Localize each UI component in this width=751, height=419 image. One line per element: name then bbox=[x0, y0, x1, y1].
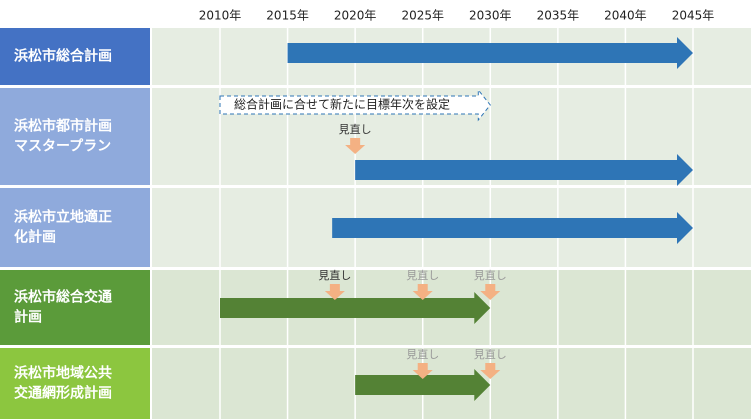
row-label: 浜松市地域公共 bbox=[14, 365, 112, 382]
year-label: 2040年 bbox=[604, 9, 647, 23]
year-label: 2010年 bbox=[199, 9, 242, 23]
row-label-bg bbox=[0, 348, 150, 419]
row-label: 交通網形成計画 bbox=[14, 385, 112, 402]
review-arrow bbox=[345, 138, 366, 154]
year-label: 2035年 bbox=[537, 9, 580, 23]
review-arrow bbox=[480, 284, 501, 300]
plan-arrow bbox=[355, 154, 693, 186]
row-label: 計画 bbox=[14, 309, 42, 326]
row-label: 浜松市総合計画 bbox=[14, 48, 112, 65]
year-label: 2030年 bbox=[469, 9, 512, 23]
year-label: 2025年 bbox=[401, 9, 444, 23]
row-label-bg bbox=[0, 88, 150, 185]
review-label: 見直し bbox=[318, 268, 351, 282]
review-label: 見直し bbox=[474, 268, 507, 282]
row-label-bg bbox=[0, 28, 150, 85]
row-label: 浜松市総合交通 bbox=[14, 289, 112, 306]
plan-arrow bbox=[287, 37, 693, 69]
note-arrow bbox=[219, 88, 491, 122]
row-label: 浜松市立地適正 bbox=[14, 209, 112, 226]
review-arrow bbox=[412, 363, 433, 379]
review-label: 見直し bbox=[406, 268, 439, 282]
plan-arrow bbox=[355, 369, 491, 401]
review-label: 見直し bbox=[339, 122, 372, 136]
row-label: 化計画 bbox=[14, 229, 56, 246]
row-label: 浜松市都市計画 bbox=[14, 118, 112, 135]
row-label-bg bbox=[0, 188, 150, 267]
row-label: マスタープラン bbox=[14, 139, 111, 155]
year-label: 2045年 bbox=[672, 9, 715, 23]
review-arrow bbox=[324, 284, 345, 300]
plan-arrow bbox=[332, 212, 693, 244]
row-label-bg bbox=[0, 270, 150, 345]
review-arrow bbox=[412, 284, 433, 300]
note-text: 総合計画に合せて新たに目標年次を設定 bbox=[234, 97, 450, 112]
review-arrow bbox=[480, 363, 501, 379]
year-label: 2015年 bbox=[266, 9, 309, 23]
review-label: 見直し bbox=[474, 347, 507, 361]
year-label: 2020年 bbox=[334, 9, 377, 23]
review-label: 見直し bbox=[406, 347, 439, 361]
